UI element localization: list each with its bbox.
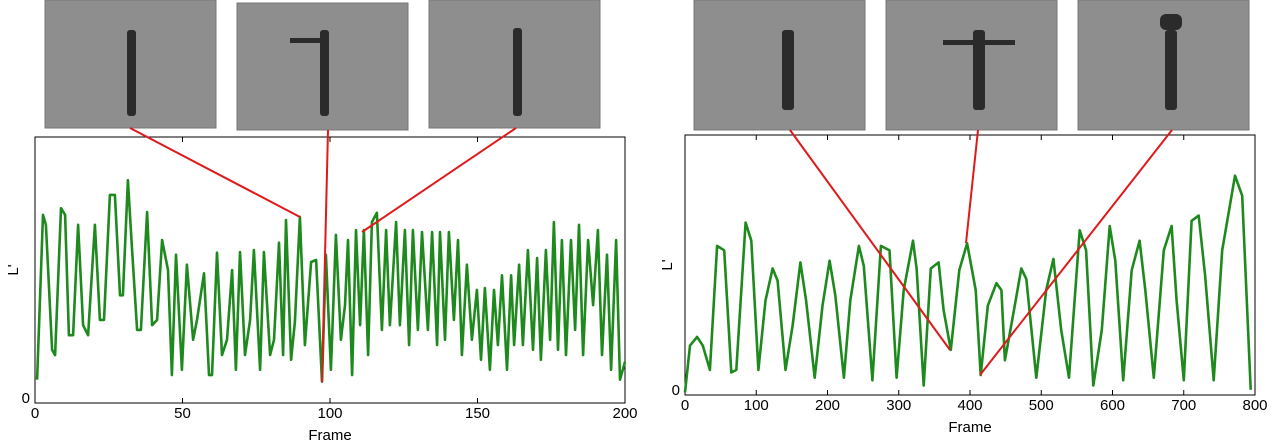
person	[320, 30, 329, 116]
x-tick-label: 150	[465, 405, 490, 422]
x-tick-label: 700	[1171, 397, 1196, 414]
x-tick-label: 300	[886, 397, 911, 414]
x-tick-label: 0	[31, 405, 39, 422]
charts: 0 50 100 150 200 0 Frame L' 0 100 200 300 400 500 600 7…	[5, 134, 1268, 444]
person	[782, 30, 794, 110]
arms	[290, 38, 322, 43]
x-axis-label: Frame	[948, 419, 991, 436]
connector	[979, 129, 1173, 376]
connector	[361, 127, 517, 233]
x-tick-label: 50	[174, 405, 191, 422]
y-tick-label: 0	[672, 382, 680, 399]
y-axis-label: L'	[5, 264, 22, 275]
x-tick-label: 200	[612, 405, 637, 422]
connector	[129, 127, 301, 218]
x-tick-label: 500	[1029, 397, 1054, 414]
x-tick-label: 600	[1100, 397, 1125, 414]
connector	[321, 129, 329, 383]
x-axis-label: Frame	[308, 427, 351, 444]
photo	[885, 0, 1058, 131]
data-line	[683, 174, 1252, 393]
person	[127, 30, 136, 116]
connector	[965, 129, 979, 244]
x-tick-label: 800	[1242, 397, 1267, 414]
y-axis-label: L'	[659, 259, 676, 270]
person	[1165, 30, 1177, 110]
arms	[1160, 14, 1182, 30]
arms	[943, 40, 1015, 45]
person	[513, 28, 522, 116]
x-tick-label: 100	[317, 405, 342, 422]
photos	[44, 0, 1250, 131]
x-tick-label: 400	[957, 397, 982, 414]
x-tick-label: 100	[744, 397, 769, 414]
x-tick-label: 0	[681, 397, 689, 414]
connectors	[129, 127, 1173, 383]
x-tick-label: 200	[815, 397, 840, 414]
y-tick-label: 0	[22, 390, 30, 407]
person	[973, 30, 985, 110]
connector	[789, 129, 951, 351]
data-line	[35, 178, 627, 383]
photo	[693, 0, 866, 131]
